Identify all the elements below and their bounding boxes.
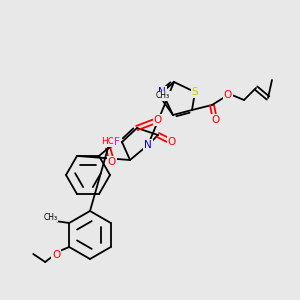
- Text: O: O: [154, 115, 162, 125]
- Text: F: F: [114, 137, 120, 147]
- Text: S: S: [192, 87, 198, 97]
- Text: N: N: [158, 87, 166, 97]
- Text: HO: HO: [101, 137, 115, 146]
- Text: O: O: [224, 90, 232, 100]
- Text: O: O: [52, 250, 60, 260]
- Text: N: N: [144, 140, 152, 150]
- Text: CH₃: CH₃: [156, 92, 170, 100]
- Text: O: O: [168, 137, 176, 147]
- Text: O: O: [211, 115, 219, 125]
- Text: O: O: [108, 157, 116, 167]
- Text: CH₃: CH₃: [43, 212, 57, 221]
